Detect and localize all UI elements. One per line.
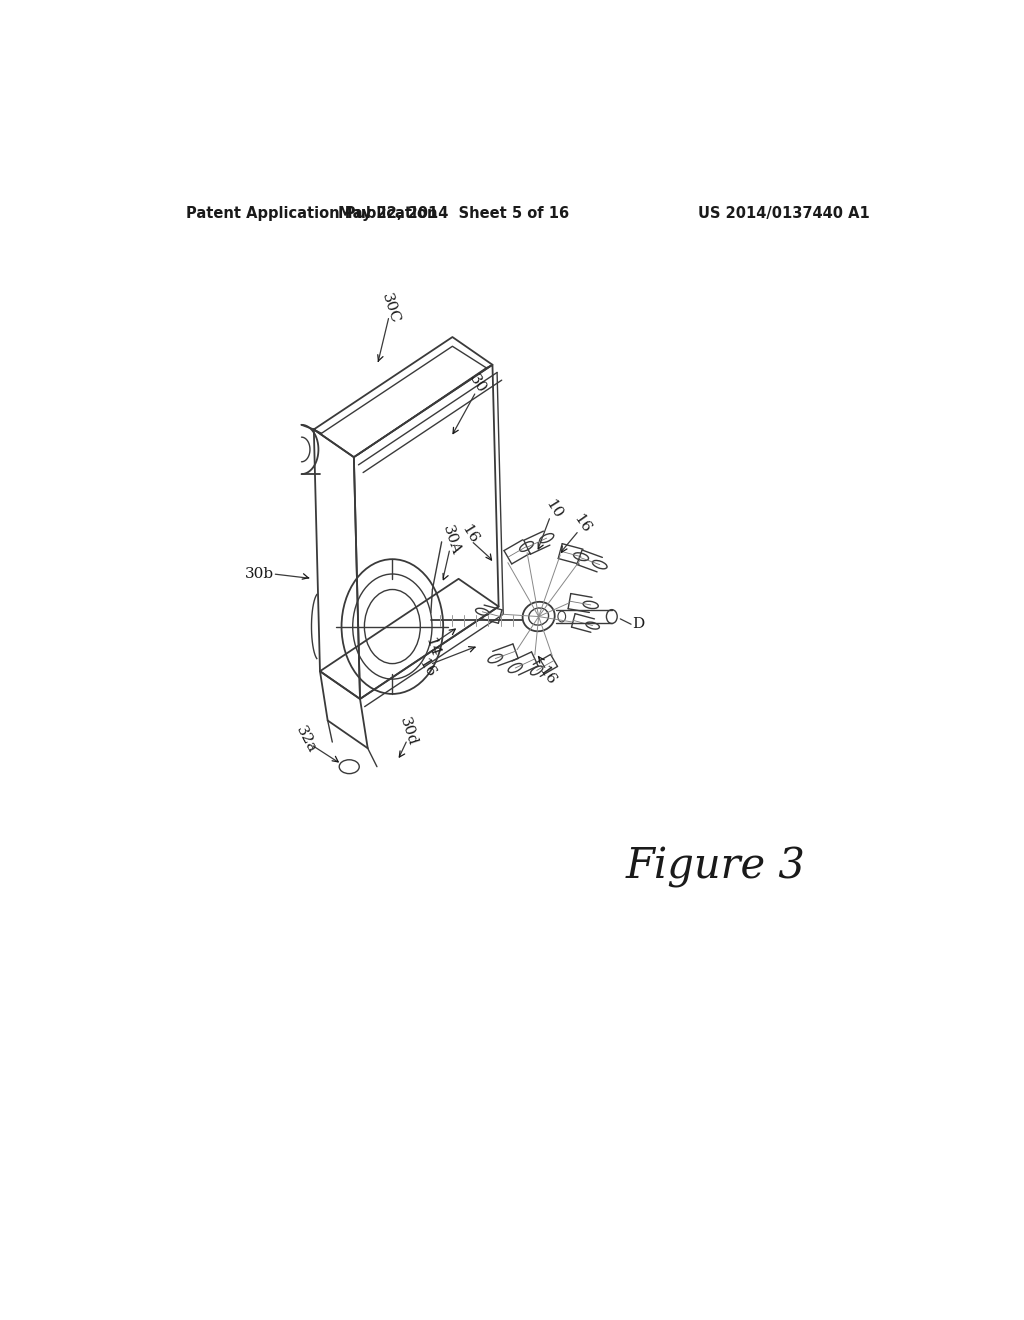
Text: Figure 3: Figure 3 [626,846,806,888]
Text: US 2014/0137440 A1: US 2014/0137440 A1 [698,206,869,222]
Text: May 22, 2014  Sheet 5 of 16: May 22, 2014 Sheet 5 of 16 [338,206,569,222]
Text: 30: 30 [466,372,488,396]
Text: 16: 16 [536,664,558,688]
Text: 10: 10 [542,496,564,520]
Text: Patent Application Publication: Patent Application Publication [186,206,437,222]
Text: 32a: 32a [293,723,318,755]
Text: 16: 16 [415,656,437,680]
Text: 16: 16 [459,523,480,546]
Text: 30C: 30C [379,292,401,326]
Text: D: D [633,618,645,631]
Text: 30b: 30b [246,568,274,581]
Text: 14: 14 [423,636,442,659]
Text: 30A: 30A [439,524,462,557]
Text: 16: 16 [570,512,593,536]
Text: 30d: 30d [396,715,419,748]
